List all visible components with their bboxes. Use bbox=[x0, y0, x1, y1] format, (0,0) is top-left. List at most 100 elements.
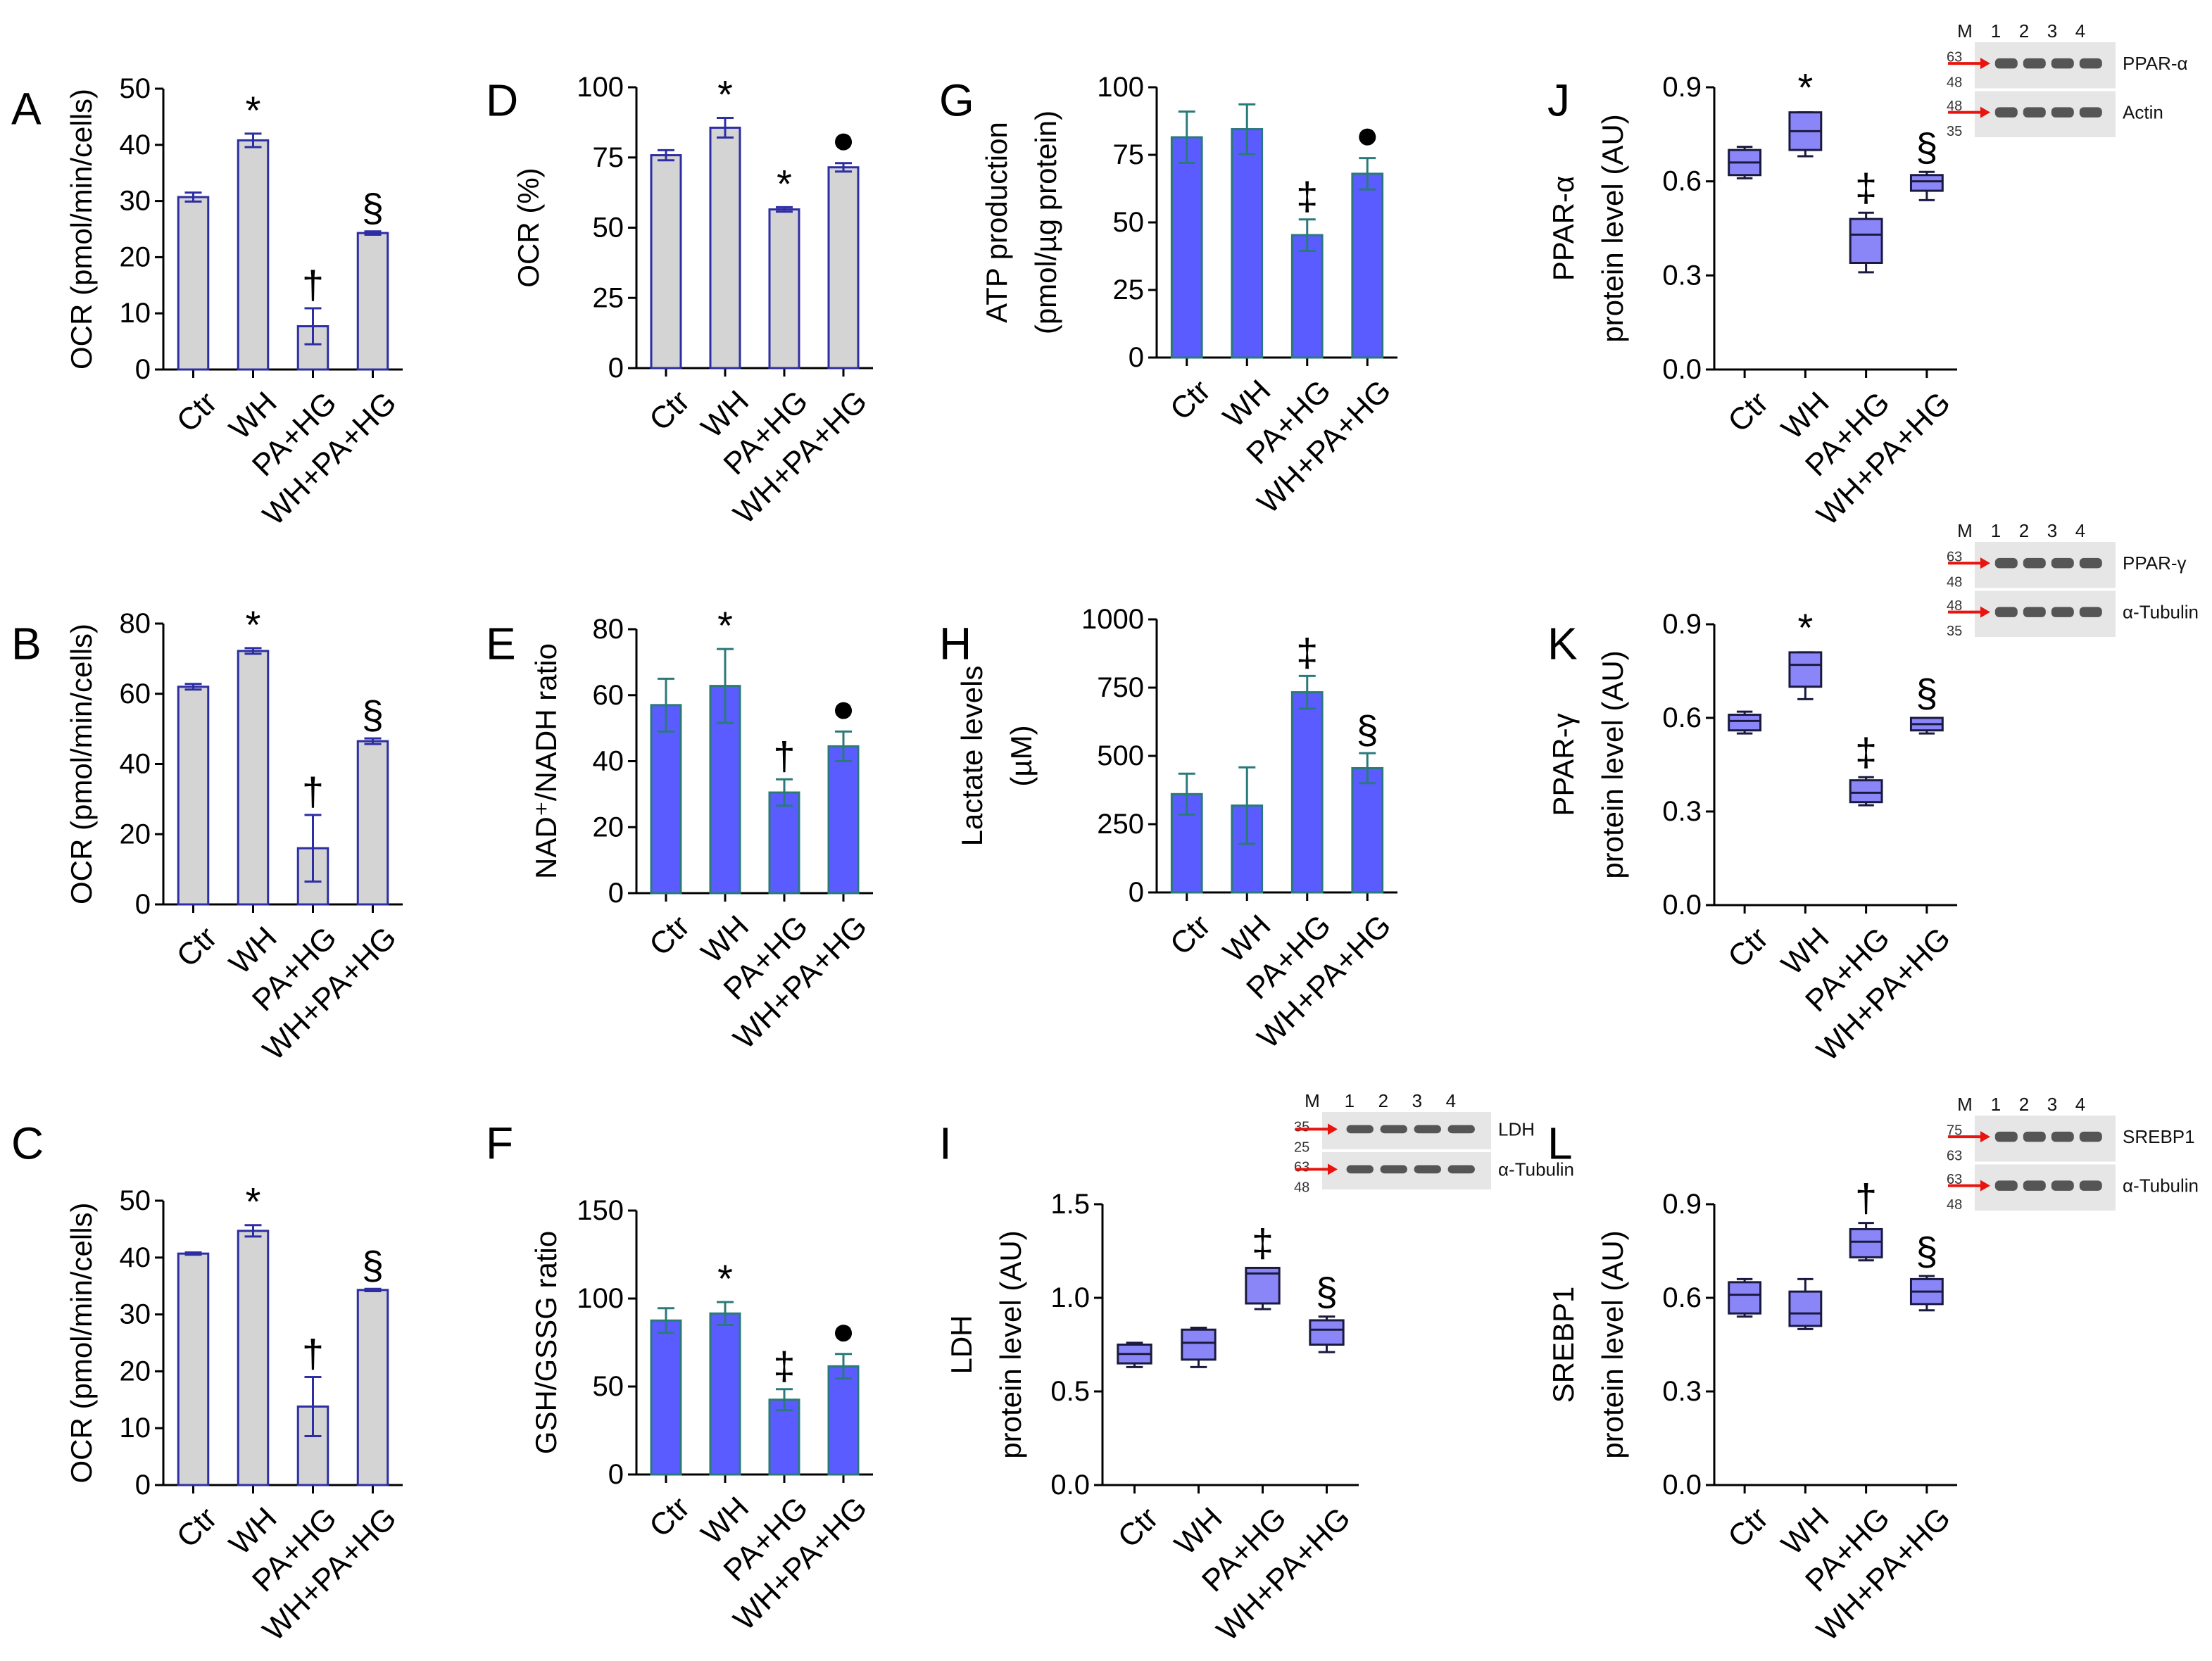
significance-mark: § bbox=[362, 1243, 384, 1287]
y-tick-label: 0.9 bbox=[1662, 1189, 1702, 1220]
y-tick-label: 40 bbox=[120, 749, 151, 780]
panel-letter: F bbox=[486, 1118, 513, 1168]
y-tick-label: 0.6 bbox=[1662, 1282, 1702, 1313]
x-tick-label: Ctr bbox=[1721, 1501, 1775, 1554]
bar bbox=[1351, 766, 1384, 894]
blot-band bbox=[2023, 107, 2046, 118]
y-tick-label: 50 bbox=[120, 73, 151, 104]
bar bbox=[827, 166, 860, 370]
significance-mark: ● bbox=[831, 118, 855, 162]
panel-letter: L bbox=[1547, 1118, 1573, 1168]
y-tick-label: 0.9 bbox=[1662, 609, 1702, 640]
significance-mark: * bbox=[246, 88, 261, 132]
x-tick-label: Ctr bbox=[1164, 908, 1217, 961]
lane-label: 3 bbox=[2047, 20, 2057, 42]
y-tick-label: 20 bbox=[120, 1356, 151, 1387]
marker-size: 48 bbox=[1294, 1180, 1309, 1196]
x-tick-label: Ctr bbox=[1721, 921, 1775, 974]
y-tick-label: 50 bbox=[593, 213, 624, 244]
panel-letter: C bbox=[11, 1118, 44, 1168]
bar bbox=[356, 1289, 389, 1486]
y-tick-label: 0.3 bbox=[1662, 260, 1702, 291]
arrow-icon bbox=[1980, 106, 1990, 118]
y-tick-label: 100 bbox=[577, 1283, 624, 1314]
panel-letter: G bbox=[939, 75, 974, 125]
y-tick-label: 50 bbox=[120, 1185, 151, 1216]
blot-band bbox=[2051, 557, 2074, 569]
y-tick-label: 80 bbox=[593, 614, 624, 645]
marker-size: 48 bbox=[1947, 75, 1962, 91]
y-tick-label: 20 bbox=[120, 819, 151, 850]
significance-mark: ● bbox=[831, 1308, 855, 1353]
y-axis-label: Lactate levels bbox=[955, 666, 988, 847]
band-label: SREBP1 bbox=[2123, 1126, 2195, 1147]
marker-size: 75 bbox=[1947, 1123, 1962, 1139]
lane-label: 2 bbox=[1378, 1090, 1388, 1111]
y-tick-label: 20 bbox=[120, 241, 151, 272]
x-tick-label: Ctr bbox=[1164, 373, 1217, 427]
western-blot-inset: M 1 2 3 4 63 48 PPAR-γ 48 35 α-Tubulin bbox=[1947, 520, 2199, 639]
y-tick-label: 60 bbox=[120, 678, 151, 709]
y-tick-label: 25 bbox=[1113, 274, 1145, 305]
band-label: Actin bbox=[2123, 102, 2163, 123]
panel-letter: I bbox=[939, 1118, 952, 1168]
marker-size: 63 bbox=[1947, 550, 1962, 565]
bar bbox=[768, 791, 800, 895]
lane-label: M bbox=[1957, 520, 1973, 541]
bar bbox=[1290, 234, 1324, 359]
bar bbox=[650, 1319, 682, 1476]
blot-band bbox=[1447, 1165, 1475, 1174]
blot-band bbox=[1994, 1180, 2018, 1191]
y-tick-label: 10 bbox=[120, 1413, 151, 1444]
band-label: LDH bbox=[1498, 1118, 1535, 1139]
bar bbox=[1170, 136, 1203, 359]
x-tick-label: Ctr bbox=[170, 920, 224, 973]
significance-mark: * bbox=[1797, 605, 1813, 650]
y-axis-label: OCR (%) bbox=[512, 168, 545, 287]
marker-size: 35 bbox=[1294, 1120, 1309, 1135]
bar bbox=[177, 196, 210, 371]
band-label: PPAR-γ bbox=[2123, 552, 2187, 574]
blot-band bbox=[2079, 1180, 2102, 1191]
blot-band bbox=[1380, 1125, 1407, 1134]
lane-label: 4 bbox=[2075, 520, 2085, 541]
y-axis-label: (pmol/µg protein) bbox=[1029, 110, 1062, 334]
y-tick-label: 50 bbox=[593, 1371, 624, 1402]
marker-size: 63 bbox=[1294, 1160, 1309, 1175]
significance-mark: † bbox=[773, 733, 795, 778]
bar bbox=[827, 745, 860, 895]
blot-band bbox=[2079, 107, 2102, 118]
blot-band bbox=[1994, 607, 2018, 617]
y-tick-label: 0 bbox=[608, 353, 624, 384]
marker-size: 63 bbox=[1947, 50, 1962, 65]
marker-size: 48 bbox=[1947, 1197, 1962, 1213]
blot-band bbox=[1414, 1165, 1441, 1174]
y-tick-label: 0.5 bbox=[1050, 1376, 1090, 1407]
x-tick-label: Ctr bbox=[170, 1501, 224, 1554]
box bbox=[1909, 174, 1944, 192]
significance-mark: § bbox=[1357, 707, 1378, 752]
significance-mark: * bbox=[777, 161, 792, 206]
band-label: PPAR-α bbox=[2123, 53, 2188, 74]
y-tick-label: 1.0 bbox=[1050, 1282, 1090, 1313]
y-axis-label: NAD⁺/NADH ratio bbox=[529, 643, 563, 879]
significance-mark: ● bbox=[1355, 113, 1379, 157]
y-tick-label: 1.5 bbox=[1050, 1189, 1090, 1220]
lane-label: 2 bbox=[2019, 1094, 2029, 1115]
lane-label: M bbox=[1305, 1090, 1320, 1111]
marker-size: 63 bbox=[1947, 1149, 1962, 1164]
y-tick-label: 750 bbox=[1097, 672, 1144, 703]
y-axis-label: PPAR-α bbox=[1547, 176, 1580, 282]
blot-band bbox=[1994, 107, 2018, 118]
marker-size: 48 bbox=[1947, 99, 1962, 114]
lane-label: M bbox=[1957, 1094, 1973, 1115]
blot-band bbox=[2023, 557, 2046, 569]
box bbox=[1849, 1227, 1883, 1258]
significance-mark: ‡ bbox=[1296, 630, 1318, 674]
